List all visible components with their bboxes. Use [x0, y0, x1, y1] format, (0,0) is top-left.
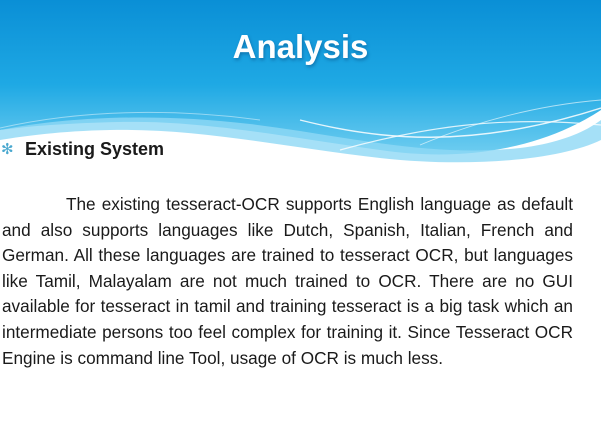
- header-wave-background: [0, 0, 601, 163]
- bullet-heading: Existing System: [25, 138, 165, 159]
- header-swoosh-line-4: [0, 111, 261, 129]
- header-wave-band: [0, 117, 601, 163]
- bullet-item: ✻ Existing System: [0, 136, 164, 162]
- header-blue-shape: [0, 0, 601, 155]
- header-swoosh-line-2: [339, 120, 601, 151]
- asterisk-bullet-icon: ✻: [1, 140, 14, 158]
- header-swoosh-line-3: [419, 99, 601, 146]
- slide-title: Analysis: [232, 28, 369, 65]
- body-paragraph: The existing tesseract-OCR supports Engl…: [2, 194, 573, 368]
